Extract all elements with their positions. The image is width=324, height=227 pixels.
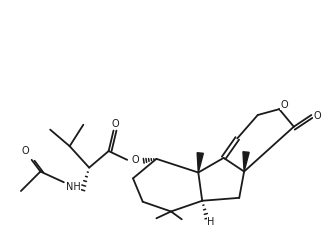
Polygon shape: [243, 152, 249, 172]
Text: O: O: [131, 155, 139, 165]
Text: NH: NH: [66, 182, 81, 192]
Polygon shape: [197, 153, 203, 173]
Text: O: O: [313, 111, 321, 121]
Text: O: O: [280, 100, 288, 110]
Text: O: O: [22, 146, 29, 156]
Text: O: O: [112, 119, 119, 129]
Text: H: H: [207, 217, 215, 227]
